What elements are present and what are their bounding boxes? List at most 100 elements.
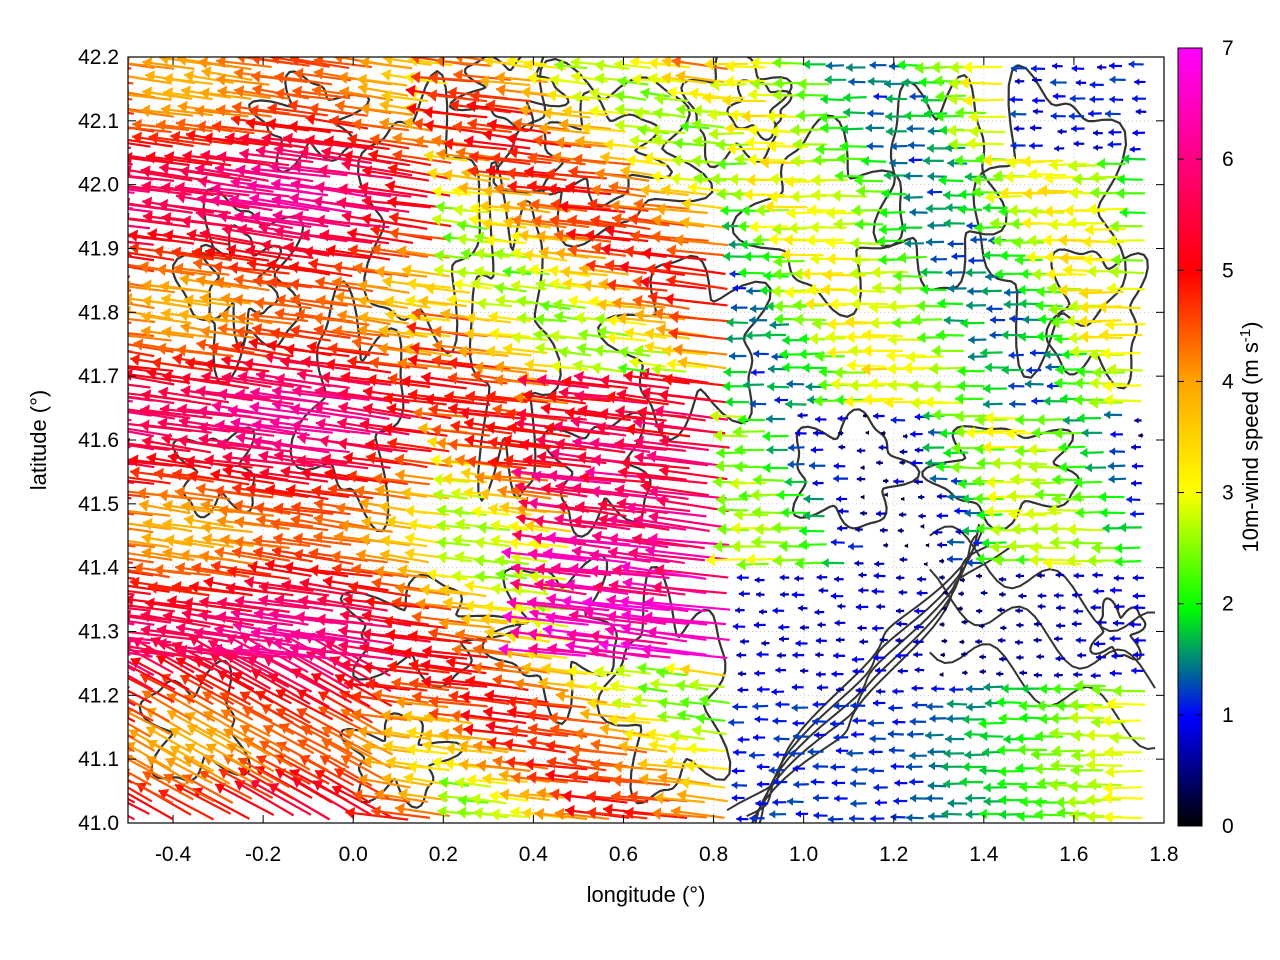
wind-arrow-head	[567, 534, 578, 547]
wind-arrow	[1092, 571, 1103, 579]
wind-arrow-head	[50, 413, 60, 425]
wind-arrow-head	[608, 713, 618, 727]
wind-arrow-head	[532, 630, 543, 643]
wind-arrow	[506, 596, 589, 612]
wind-arrow-head	[1017, 743, 1026, 756]
wind-arrow	[1105, 765, 1143, 779]
wind-arrow-shaft	[163, 773, 215, 803]
wind-arrow	[731, 767, 745, 775]
wind-arrow-head	[791, 591, 798, 599]
wind-arrow	[395, 582, 450, 597]
wind-arrow	[356, 549, 410, 564]
wind-arrow-shaft	[128, 746, 135, 753]
wind-arrow-head	[620, 638, 631, 651]
wind-arrow-head	[97, 325, 107, 338]
wind-arrow	[833, 733, 849, 742]
wind-arrow-head	[545, 740, 556, 753]
wind-arrow-head	[1075, 636, 1081, 644]
wind-arrow	[611, 697, 648, 710]
wind-arrow-head	[731, 781, 738, 790]
wind-arrow-head	[1072, 591, 1078, 599]
wind-arrow-head	[299, 577, 310, 591]
wind-arrow-head	[927, 747, 934, 757]
wind-arrow	[925, 730, 944, 740]
wind-arrow-head	[1033, 637, 1039, 644]
wind-arrow	[831, 670, 844, 678]
wind-arrow-head	[732, 622, 739, 631]
wind-arrow-head	[482, 772, 492, 786]
wind-arrow-head	[380, 534, 391, 548]
wind-arrow	[1096, 619, 1107, 626]
wind-arrow	[962, 761, 986, 773]
wind-arrow-head	[371, 577, 382, 590]
wind-arrow-shaft	[654, 568, 729, 579]
wind-arrow-head	[485, 720, 496, 733]
wind-arrow-head	[534, 515, 544, 528]
wind-arrow-head	[554, 513, 565, 526]
wind-arrow	[439, 584, 487, 598]
wind-arrow-shaft	[253, 549, 313, 563]
wind-arrow	[961, 651, 968, 658]
wind-arrow-head	[1094, 640, 1100, 648]
wind-arrow	[848, 814, 865, 823]
wind-arrow-head	[1070, 764, 1080, 777]
wind-arrow	[728, 718, 744, 727]
coast-contour	[746, 524, 980, 818]
wind-arrow-shaft	[128, 544, 136, 548]
wind-arrow	[317, 690, 373, 724]
wind-arrow-head	[54, 622, 64, 634]
wind-arrow-head	[107, 723, 118, 734]
wind-arrow	[894, 779, 908, 787]
wind-arrow-shaft	[428, 699, 488, 708]
wind-arrow-shaft	[620, 564, 707, 580]
wind-arrow-head	[961, 619, 966, 625]
wind-arrow	[786, 797, 804, 806]
wind-arrow	[997, 637, 1006, 644]
wind-arrow-head	[1104, 745, 1114, 759]
wind-arrow-head	[834, 794, 840, 803]
wind-arrow-head	[117, 535, 127, 547]
wind-arrow-head	[444, 757, 455, 771]
wind-arrow-head	[451, 643, 462, 657]
wind-arrow-head	[854, 560, 860, 567]
wind-arrow	[219, 691, 273, 722]
wind-arrow-shaft	[567, 538, 651, 549]
wind-arrow-head	[406, 726, 417, 739]
wind-arrow-head	[214, 546, 225, 559]
wind-arrow-head	[939, 558, 944, 564]
wind-arrow-head	[128, 593, 134, 607]
wind-arrow-head	[892, 718, 898, 726]
wind-arrow-shaft	[250, 646, 332, 660]
wind-arrow-head	[1106, 697, 1116, 711]
wind-arrow	[145, 726, 191, 753]
wind-arrow	[925, 542, 930, 548]
wind-arrow-head	[850, 701, 857, 710]
wind-arrow-head	[966, 702, 973, 712]
wind-arrow-shaft	[297, 739, 350, 769]
wind-arrow-head	[89, 471, 99, 484]
wind-arrow-head	[792, 651, 798, 659]
wind-arrow	[298, 594, 372, 612]
wind-arrow	[979, 668, 986, 675]
wind-arrow-head	[893, 797, 899, 805]
wind-arrow-shaft	[506, 600, 589, 612]
coast-contour	[751, 547, 1010, 823]
wind-arrow-head	[105, 454, 115, 467]
wind-arrow-head	[778, 540, 788, 553]
wind-arrow	[996, 778, 1024, 790]
wind-arrow-head	[909, 778, 915, 786]
wind-arrow-head	[402, 646, 412, 660]
wind-arrow	[1015, 607, 1024, 614]
wind-arrow-head	[383, 740, 394, 753]
wind-arrow-head	[633, 514, 644, 527]
wind-arrow-head	[297, 738, 309, 750]
wind-arrow	[1077, 652, 1087, 659]
wind-arrow-head	[508, 537, 519, 550]
wind-arrow	[868, 766, 884, 775]
wind-arrow	[357, 773, 411, 789]
wind-arrow-head	[962, 670, 967, 676]
wind-arrow	[623, 728, 665, 742]
wind-arrow	[391, 677, 450, 692]
wind-arrow-shaft	[428, 631, 488, 643]
wind-arrow	[998, 576, 1007, 583]
